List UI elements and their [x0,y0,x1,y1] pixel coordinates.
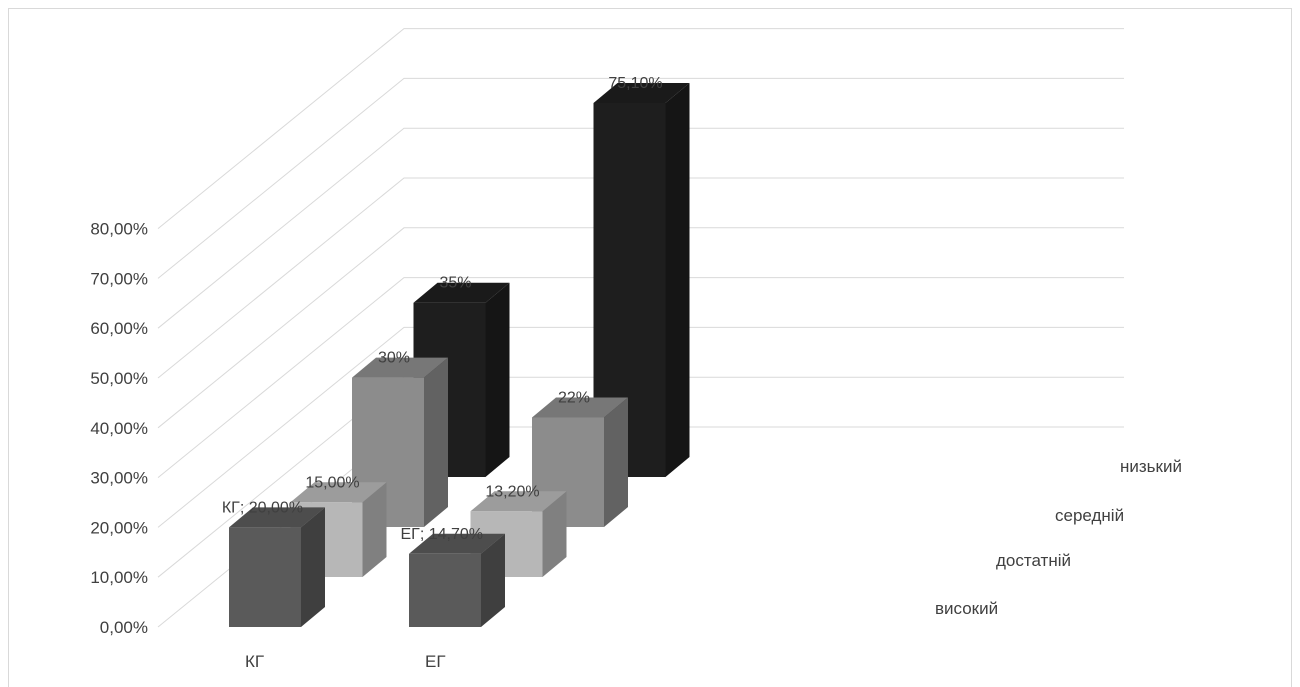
bar-side-face [542,491,567,577]
bar-top-face [470,491,567,512]
gridline [157,127,1124,329]
bar-side-face [481,533,505,627]
y-axis-tick-labels: 0,00% 10,00% 20,00% 30,00% 40,00% 50,00% 60,00… [90,220,148,637]
series-label: середній [1055,506,1124,525]
bar-side-face [301,507,325,627]
data-labels: 35% 75,10% 30% 22% 15,00% 13,20% КГ; 20,00% ЕГ;… [222,75,663,543]
series-label: низький [1120,457,1182,476]
gridline [157,227,1124,429]
series-label: високий [935,599,998,618]
y-tick-label: 20,00% [90,518,148,537]
gridline [157,28,1124,229]
bar-top-face [229,507,325,528]
bar-високий-КГ [229,507,325,627]
bar-front-face [409,553,481,627]
bars [229,83,690,627]
bar-front-face [229,527,301,627]
data-label: 13,20% [485,483,539,500]
data-label: 35% [439,275,471,292]
y-tick-label: 80,00% [90,220,148,239]
data-label: ЕГ; 14,70% [401,526,484,543]
y-tick-label: 60,00% [90,319,148,338]
bar-високий-ЕГ [409,533,505,627]
y-tick-label: 30,00% [90,469,148,488]
y-tick-label: 10,00% [90,568,148,587]
y-tick-label: 70,00% [90,269,148,288]
bar-top-face [409,533,505,554]
gridline [157,326,1124,528]
bar-side-face [604,397,628,527]
bar-top-face [290,482,387,503]
category-label: КГ [245,652,264,671]
bar-top-face [532,397,628,418]
bar-side-face [485,282,510,477]
data-label: КГ; 20,00% [222,499,303,516]
y-tick-label: 0,00% [100,618,148,637]
gridline [157,77,1124,279]
series-label: достатній [996,551,1071,570]
series-depth-labels: високий достатній середній низький [935,457,1182,618]
y-tick-label: 40,00% [90,419,148,438]
bar-side-face [362,482,387,577]
gridline [157,177,1124,379]
bar-side-face [424,357,448,527]
gridline [157,277,1124,478]
bar-top-face [413,282,510,303]
data-label: 22% [558,389,590,406]
bar-side-face [665,83,690,477]
bar-top-face [352,357,448,378]
data-label: 15,00% [305,474,359,491]
category-label: ЕГ [425,652,446,671]
data-label: 30% [378,350,410,367]
category-labels: КГ ЕГ [245,652,446,671]
bar-top-face [593,83,690,104]
data-label: 75,10% [608,75,662,92]
y-tick-label: 50,00% [90,369,148,388]
